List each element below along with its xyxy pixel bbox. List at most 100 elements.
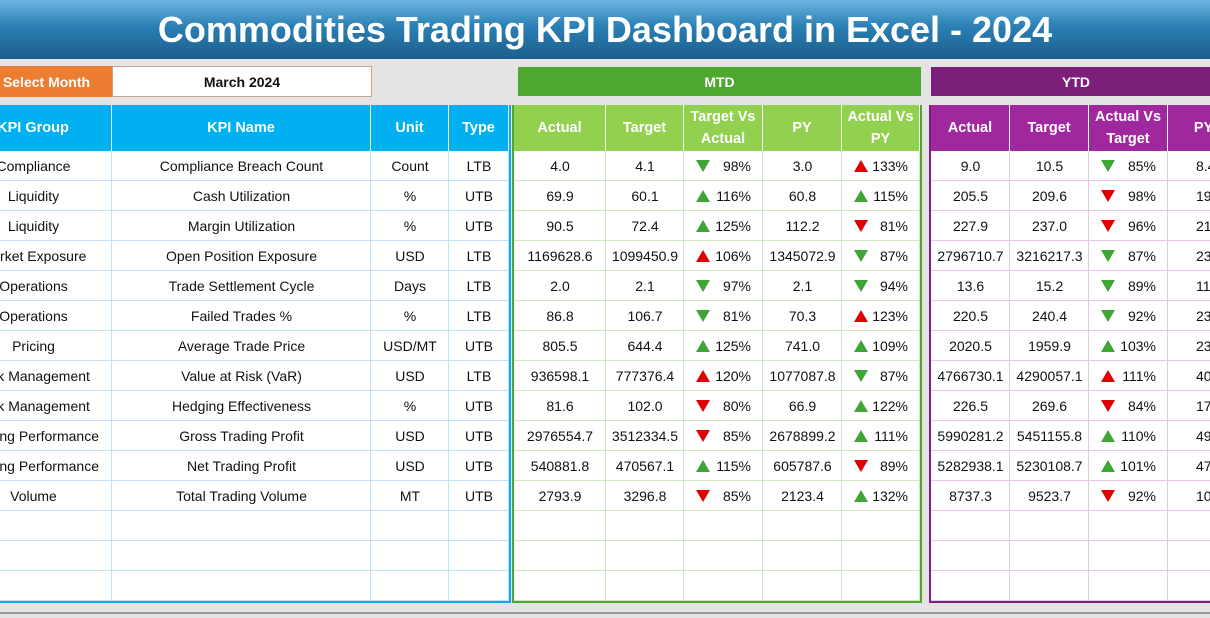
cell [1010, 511, 1089, 541]
ytd-py: 8.4 [1196, 158, 1210, 174]
cell [606, 271, 684, 301]
ytd-actual: 2020.5 [949, 338, 992, 354]
column-header: Target Vs Actual [684, 105, 763, 151]
type: LTB [466, 278, 492, 294]
kpi-group: Liquidity [7, 218, 60, 234]
cell [1089, 571, 1168, 601]
unit: % [403, 188, 417, 204]
comparison-cell: 103% [1089, 331, 1168, 361]
cell [763, 511, 842, 541]
cell [931, 571, 1010, 601]
mtd-target: 3512334.5 [611, 428, 679, 444]
cell [684, 271, 763, 301]
comparison-cell: 122% [842, 391, 920, 421]
cell [606, 541, 684, 571]
cell [1168, 301, 1210, 331]
column-header: KPI Group [0, 105, 112, 151]
mtd-py: 112.2 [785, 218, 820, 234]
cell [931, 421, 1010, 451]
cell [1010, 151, 1089, 181]
cell [763, 271, 842, 301]
trend-arrow [854, 430, 868, 442]
cell [1089, 511, 1168, 541]
unit: USD/MT [383, 338, 437, 354]
cell [1010, 451, 1089, 481]
ytd-target: 15.2 [1035, 278, 1064, 294]
trend-arrow [1101, 340, 1115, 352]
column-header: PY [763, 105, 842, 151]
cell [763, 571, 842, 601]
ytd-target: 5230108.7 [1016, 458, 1083, 474]
comparison-cell: 81% [684, 301, 763, 331]
kpi-name: Open Position Exposure [166, 248, 317, 264]
cell [371, 331, 449, 361]
comparison-cell: 98% [1089, 181, 1168, 211]
cell [606, 361, 684, 391]
bottom-rule [0, 612, 1210, 614]
cell [449, 541, 509, 571]
trend-arrow [696, 160, 710, 172]
cell [684, 391, 763, 421]
trend-arrow [854, 190, 868, 202]
kpi-group: Volume [10, 488, 57, 504]
cell [763, 301, 842, 331]
trend-arrow [854, 340, 868, 352]
type: UTB [465, 338, 493, 354]
cell [842, 361, 920, 391]
cell [371, 571, 449, 601]
month-dropdown[interactable]: March 2024 [112, 66, 372, 97]
cell [514, 391, 606, 421]
cell [371, 151, 449, 181]
cell [1010, 391, 1089, 421]
cell [449, 301, 509, 331]
cell [1168, 391, 1210, 421]
cell [684, 331, 763, 361]
cell [514, 211, 606, 241]
column-header: Actual [514, 105, 606, 151]
comparison-cell: 110% [1089, 421, 1168, 451]
mtd-py: 605787.6 [773, 458, 832, 474]
mtd-py: 3.0 [792, 158, 813, 174]
comparison-cell: 84% [1089, 391, 1168, 421]
mtd-actual: 90.5 [546, 218, 574, 234]
mtd-actual: 2.0 [550, 278, 570, 294]
cell [112, 211, 371, 241]
ytd-target: 240.4 [1031, 308, 1068, 324]
cell [449, 331, 509, 361]
mtd-target: 2.1 [635, 278, 655, 294]
comparison-cell: 123% [842, 301, 920, 331]
ytd-py: 219 [1196, 218, 1210, 234]
percent: 87% [879, 368, 908, 384]
cell [112, 391, 371, 421]
cell [842, 481, 920, 511]
column-header: PY [1168, 105, 1210, 151]
cell [606, 331, 684, 361]
cell [371, 211, 449, 241]
comparison-cell: 87% [842, 361, 920, 391]
cell [606, 181, 684, 211]
mtd-target: 72.4 [631, 218, 659, 234]
comparison-cell: 111% [1089, 361, 1168, 391]
cell [112, 151, 371, 181]
cell [606, 451, 684, 481]
kpi-group: Liquidity [7, 188, 60, 204]
mtd-py: 2.1 [792, 278, 813, 294]
cell [449, 481, 509, 511]
trend-arrow [1101, 250, 1115, 262]
mtd-actual: 4.0 [550, 158, 570, 174]
cell [763, 241, 842, 271]
ytd-target: 1959.9 [1028, 338, 1071, 354]
trend-arrow [1101, 370, 1115, 382]
column-header: Target [606, 105, 684, 151]
cell [112, 511, 371, 541]
kpi-name: Hedging Effectiveness [171, 398, 312, 414]
cell [1168, 361, 1210, 391]
cell [931, 151, 1010, 181]
cell [684, 541, 763, 571]
cell [1010, 181, 1089, 211]
percent: 87% [1127, 248, 1156, 264]
cell [1168, 421, 1210, 451]
cell [112, 481, 371, 511]
type: UTB [465, 458, 493, 474]
cell [514, 181, 606, 211]
